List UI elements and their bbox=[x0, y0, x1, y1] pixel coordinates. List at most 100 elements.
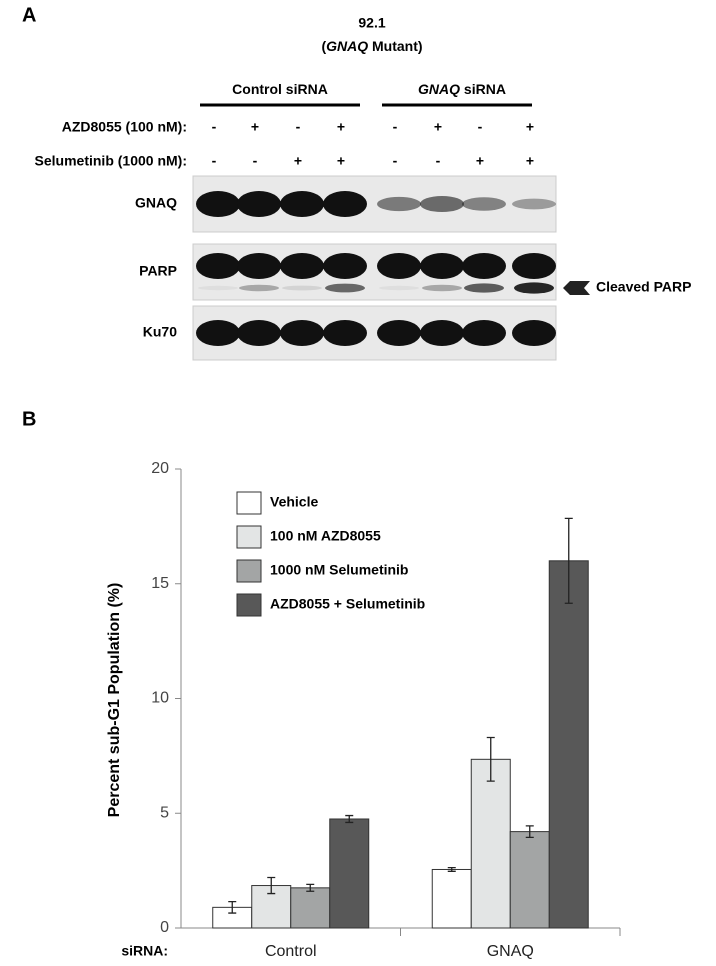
treatment-sign: - bbox=[436, 153, 441, 169]
panel-label: B bbox=[22, 408, 36, 430]
annotation: Cleaved PARP bbox=[596, 279, 691, 295]
text: GNAQ bbox=[326, 38, 368, 54]
band bbox=[377, 320, 421, 346]
band bbox=[280, 253, 324, 279]
band bbox=[196, 191, 240, 217]
band bbox=[237, 320, 281, 346]
cell-subtitle: (GNAQ Mutant) bbox=[321, 38, 422, 54]
treatment-sign: - bbox=[393, 153, 398, 169]
text: Control siRNA bbox=[232, 81, 328, 97]
text: Mutant) bbox=[368, 38, 422, 54]
blot-label: GNAQ bbox=[135, 195, 177, 211]
band bbox=[198, 285, 238, 291]
treatment-sign: - bbox=[296, 119, 301, 135]
legend-swatch bbox=[236, 525, 262, 549]
legend-label: 100 nM AZD8055 bbox=[270, 528, 381, 544]
band bbox=[379, 285, 419, 291]
text: siRNA bbox=[460, 81, 506, 97]
legend-swatch bbox=[236, 593, 262, 617]
band bbox=[196, 253, 240, 279]
treatment-sign: - bbox=[212, 119, 217, 135]
x-tick-label: GNAQ bbox=[487, 943, 534, 960]
band bbox=[462, 320, 506, 346]
band bbox=[323, 320, 367, 346]
band bbox=[196, 320, 240, 346]
treatment-sign: + bbox=[526, 153, 534, 169]
y-tick-label: 20 bbox=[151, 460, 169, 477]
band bbox=[280, 320, 324, 346]
legend-swatch bbox=[236, 491, 262, 515]
treatment-sign: + bbox=[434, 119, 442, 135]
y-axis-title: Percent sub-G1 Population (%) bbox=[106, 583, 123, 818]
arrow bbox=[563, 281, 590, 295]
bar bbox=[431, 868, 472, 929]
treatment-sign: - bbox=[478, 119, 483, 135]
blot-label: Ku70 bbox=[143, 324, 177, 340]
y-tick-label: 0 bbox=[160, 919, 169, 936]
treatment-sign: + bbox=[294, 153, 302, 169]
legend-label: Vehicle bbox=[270, 494, 318, 510]
error-bar bbox=[306, 883, 315, 892]
band bbox=[325, 283, 365, 293]
band bbox=[512, 320, 556, 346]
bar bbox=[548, 560, 589, 929]
error-bar bbox=[345, 814, 354, 824]
y-tick-label: 5 bbox=[160, 804, 169, 821]
band bbox=[323, 191, 367, 217]
y-tick-label: 10 bbox=[151, 690, 169, 707]
band bbox=[282, 285, 322, 291]
band bbox=[512, 253, 556, 279]
error-bar bbox=[486, 736, 495, 782]
error-bar bbox=[564, 517, 573, 604]
legend-label: AZD8055 + Selumetinib bbox=[270, 596, 425, 612]
error-bar bbox=[228, 900, 237, 914]
band bbox=[280, 191, 324, 217]
band bbox=[237, 253, 281, 279]
bar bbox=[470, 758, 511, 929]
band bbox=[462, 253, 506, 279]
band bbox=[462, 197, 506, 211]
error-bar bbox=[447, 866, 456, 872]
band bbox=[422, 284, 462, 292]
band bbox=[323, 253, 367, 279]
treatment-label: Selumetinib (1000 nM): bbox=[35, 153, 187, 169]
treatment-sign: + bbox=[251, 119, 259, 135]
error-bar bbox=[525, 825, 534, 838]
band bbox=[377, 196, 421, 212]
band bbox=[377, 253, 421, 279]
treatment-sign: + bbox=[337, 119, 345, 135]
bar bbox=[509, 831, 550, 929]
cell-line: 92.1 bbox=[358, 15, 385, 31]
treatment-sign: - bbox=[212, 153, 217, 169]
x-axis-title: siRNA: bbox=[121, 943, 168, 959]
band bbox=[514, 282, 554, 294]
treatment-sign: + bbox=[337, 153, 345, 169]
blot-label: PARP bbox=[139, 263, 177, 279]
blot bbox=[192, 175, 557, 233]
panel-label: A bbox=[22, 4, 36, 26]
group-label: Control siRNA bbox=[232, 81, 328, 97]
band bbox=[237, 191, 281, 217]
y-tick-label: 15 bbox=[151, 575, 169, 592]
treatment-sign: - bbox=[253, 153, 258, 169]
band bbox=[464, 283, 504, 293]
band bbox=[420, 320, 464, 346]
group-label: GNAQ siRNA bbox=[418, 81, 506, 97]
x-tick-label: Control bbox=[265, 943, 317, 960]
legend-swatch bbox=[236, 559, 262, 583]
treatment-label: AZD8055 (100 nM): bbox=[62, 119, 187, 135]
legend-label: 1000 nM Selumetinib bbox=[270, 562, 408, 578]
bar bbox=[290, 887, 331, 929]
bar bbox=[329, 818, 370, 929]
band bbox=[420, 253, 464, 279]
band bbox=[239, 284, 279, 292]
text: ( bbox=[321, 38, 326, 54]
band bbox=[512, 198, 556, 210]
treatment-sign: + bbox=[476, 153, 484, 169]
band bbox=[420, 195, 464, 213]
text: GNAQ bbox=[418, 81, 460, 97]
treatment-sign: + bbox=[526, 119, 534, 135]
error-bar bbox=[267, 876, 276, 895]
treatment-sign: - bbox=[393, 119, 398, 135]
